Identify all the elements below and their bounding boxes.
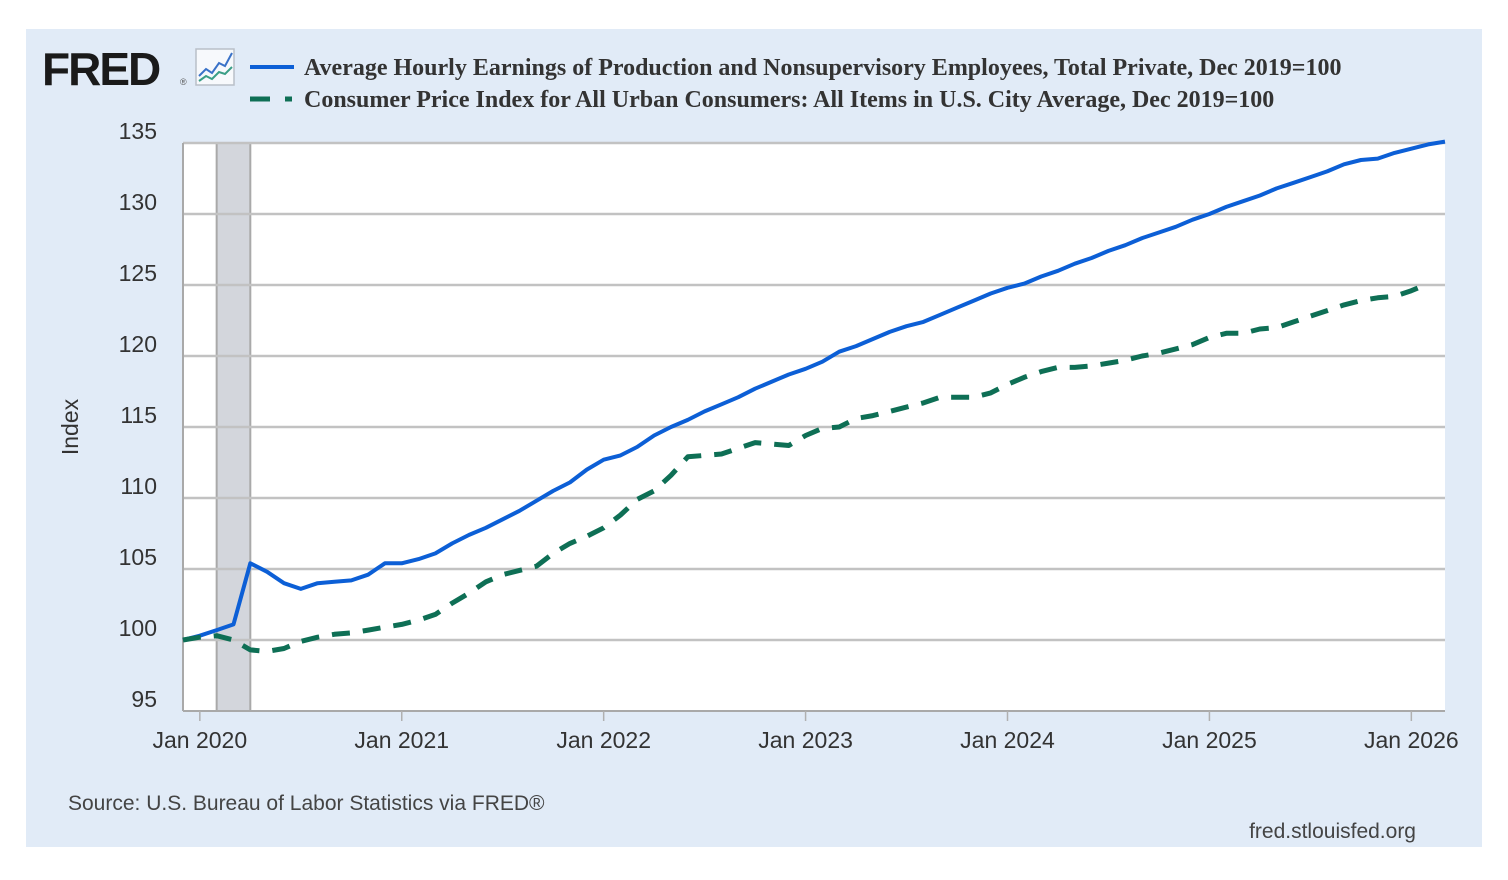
logo-registered-mark: ® (180, 77, 187, 87)
site-link[interactable]: fred.stlouisfed.org (1249, 820, 1416, 843)
chart-frame: FRED ® Average Hourly Earnings of Produc… (26, 29, 1482, 847)
x-tick-label: Jan 2022 (556, 727, 651, 753)
legend-item-earnings[interactable]: Average Hourly Earnings of Production an… (250, 55, 1341, 81)
x-tick-label: Jan 2020 (153, 727, 248, 753)
legend-label-cpi: Consumer Price Index for All Urban Consu… (304, 87, 1274, 113)
y-tick-label: 115 (120, 402, 157, 428)
source-note: Source: U.S. Bureau of Labor Statistics … (68, 792, 545, 815)
y-tick-label: 130 (119, 189, 157, 215)
x-tick-label: Jan 2021 (354, 727, 449, 753)
y-tick-label: 95 (131, 686, 157, 712)
y-tick-label: 100 (119, 615, 157, 641)
y-axis-title: Index (57, 398, 83, 455)
series-line-earnings (182, 139, 1446, 642)
y-tick-label: 135 (119, 118, 157, 144)
legend: Average Hourly Earnings of Production an… (250, 55, 1341, 113)
logo-text: FRED (42, 43, 160, 95)
y-tick-label: 120 (119, 331, 157, 357)
y-tick-label: 125 (119, 260, 157, 286)
y-tick-label: 110 (120, 473, 157, 499)
x-tick-label: Jan 2023 (758, 727, 853, 753)
chart: FRED ® Average Hourly Earnings of Produc… (42, 43, 1459, 843)
line-chart-icon (195, 48, 235, 86)
x-tick-label: Jan 2026 (1364, 727, 1459, 753)
series-line-cpi (182, 281, 1430, 654)
legend-label-earnings: Average Hourly Earnings of Production an… (304, 55, 1341, 81)
legend-item-cpi[interactable]: Consumer Price Index for All Urban Consu… (250, 87, 1274, 113)
fred-logo[interactable]: FRED ® (42, 43, 235, 95)
plot-area: 95 100 105 110 115 120 125 130 135 Jan 2020 Jan 20… (119, 118, 1459, 753)
x-tick-label: Jan 2025 (1162, 727, 1257, 753)
y-tick-label: 105 (119, 544, 157, 570)
x-tick-label: Jan 2024 (960, 727, 1055, 753)
